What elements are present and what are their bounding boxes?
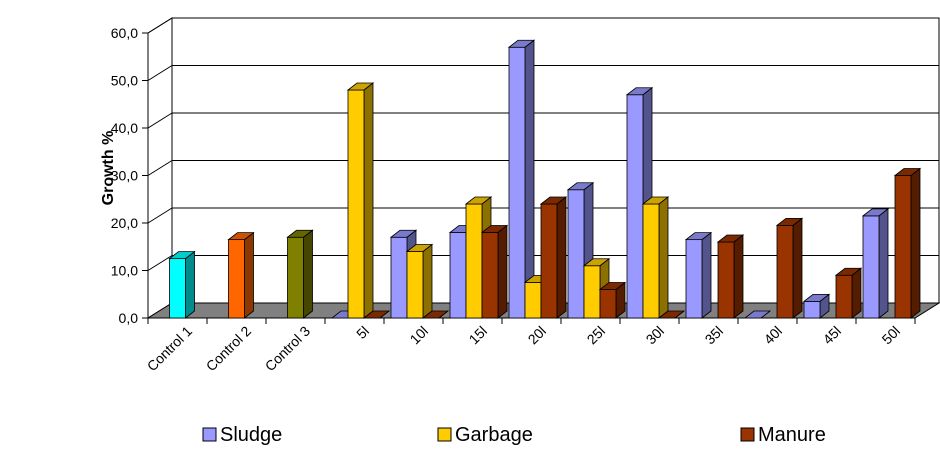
- legend-label-garbage: Garbage: [455, 424, 533, 446]
- gridline-side: [147, 160, 173, 176]
- y-tick-label: 50,0: [111, 73, 138, 89]
- x-tick-labels: Control 1 Control 2 Control 3 5l 10l 15l 20l 25…: [144, 323, 903, 375]
- gridline-side: [147, 112, 173, 129]
- bars: [168, 39, 922, 319]
- x-tick-label: 50l: [879, 323, 904, 348]
- bar-manure-5l: [362, 310, 391, 319]
- legend-swatch-garbage: [437, 427, 452, 442]
- x-tick-label: Control 1: [144, 323, 196, 375]
- x-tick-label: Control 3: [262, 323, 314, 375]
- bar-manure-15l: [480, 224, 509, 319]
- gridline-side: [147, 255, 173, 271]
- legend-swatch-sludge: [202, 427, 217, 442]
- x-tick-label: 20l: [525, 323, 550, 348]
- x-tick-label: 10l: [407, 323, 432, 348]
- y-tick-label: 20,0: [111, 215, 138, 231]
- bar-garbage-30l: [641, 196, 670, 319]
- gridline-side: [147, 17, 173, 34]
- legend-label-sludge: Sludge: [220, 424, 282, 446]
- bar-garbage-10l: [405, 243, 434, 319]
- legend-swatch-manure: [740, 427, 755, 442]
- gridline-side: [147, 207, 173, 224]
- bar-sludge-50l: [861, 208, 890, 319]
- legend: Sludge Garbage Manure: [202, 424, 826, 446]
- y-tick-labels: 0,0 10,0 20,0 30,0 40,0 50,0 60,0: [111, 25, 138, 326]
- x-tick-label: 5l: [353, 323, 372, 342]
- gridline-side: [147, 65, 173, 81]
- x-tick-label: 25l: [584, 323, 609, 348]
- bar-manure-50l: [893, 167, 922, 319]
- x-tick-label: 15l: [466, 323, 491, 348]
- bar-sludge-45l: [802, 293, 831, 319]
- x-tick-label: 40l: [761, 323, 786, 348]
- bar-garbage-5l: [346, 82, 375, 319]
- bar-sludge-20l: [507, 39, 536, 319]
- bar-control-2: [227, 231, 255, 319]
- y-tick-label: 30,0: [111, 168, 138, 184]
- bar-manure-45l: [834, 267, 863, 319]
- bar-sludge-35l: [684, 231, 713, 319]
- y-tick-label: 60,0: [111, 25, 138, 41]
- bar-manure-10l: [421, 310, 450, 319]
- y-tick-label: 40,0: [111, 120, 138, 136]
- y-tick-label: 10,0: [111, 263, 138, 279]
- x-tick-label: 45l: [820, 323, 845, 348]
- bar-manure-40l: [775, 217, 804, 319]
- y-axis-label: Growth %: [100, 131, 117, 206]
- bar-manure-20l: [539, 196, 568, 319]
- bar-manure-25l: [598, 281, 627, 319]
- bar-manure-35l: [716, 234, 745, 319]
- legend-label-manure: Manure: [758, 424, 826, 446]
- bar-control-1: [168, 250, 196, 319]
- x-tick-label: 35l: [702, 323, 727, 348]
- bar-control-3: [286, 229, 314, 319]
- bar-manure-30l: [657, 310, 686, 319]
- x-tick-label: Control 2: [203, 323, 255, 375]
- x-tick-label: 30l: [643, 323, 668, 348]
- bar-sludge-40l: [743, 310, 772, 319]
- y-tick-label: 0,0: [119, 310, 139, 326]
- bar-sludge-25l: [566, 181, 595, 319]
